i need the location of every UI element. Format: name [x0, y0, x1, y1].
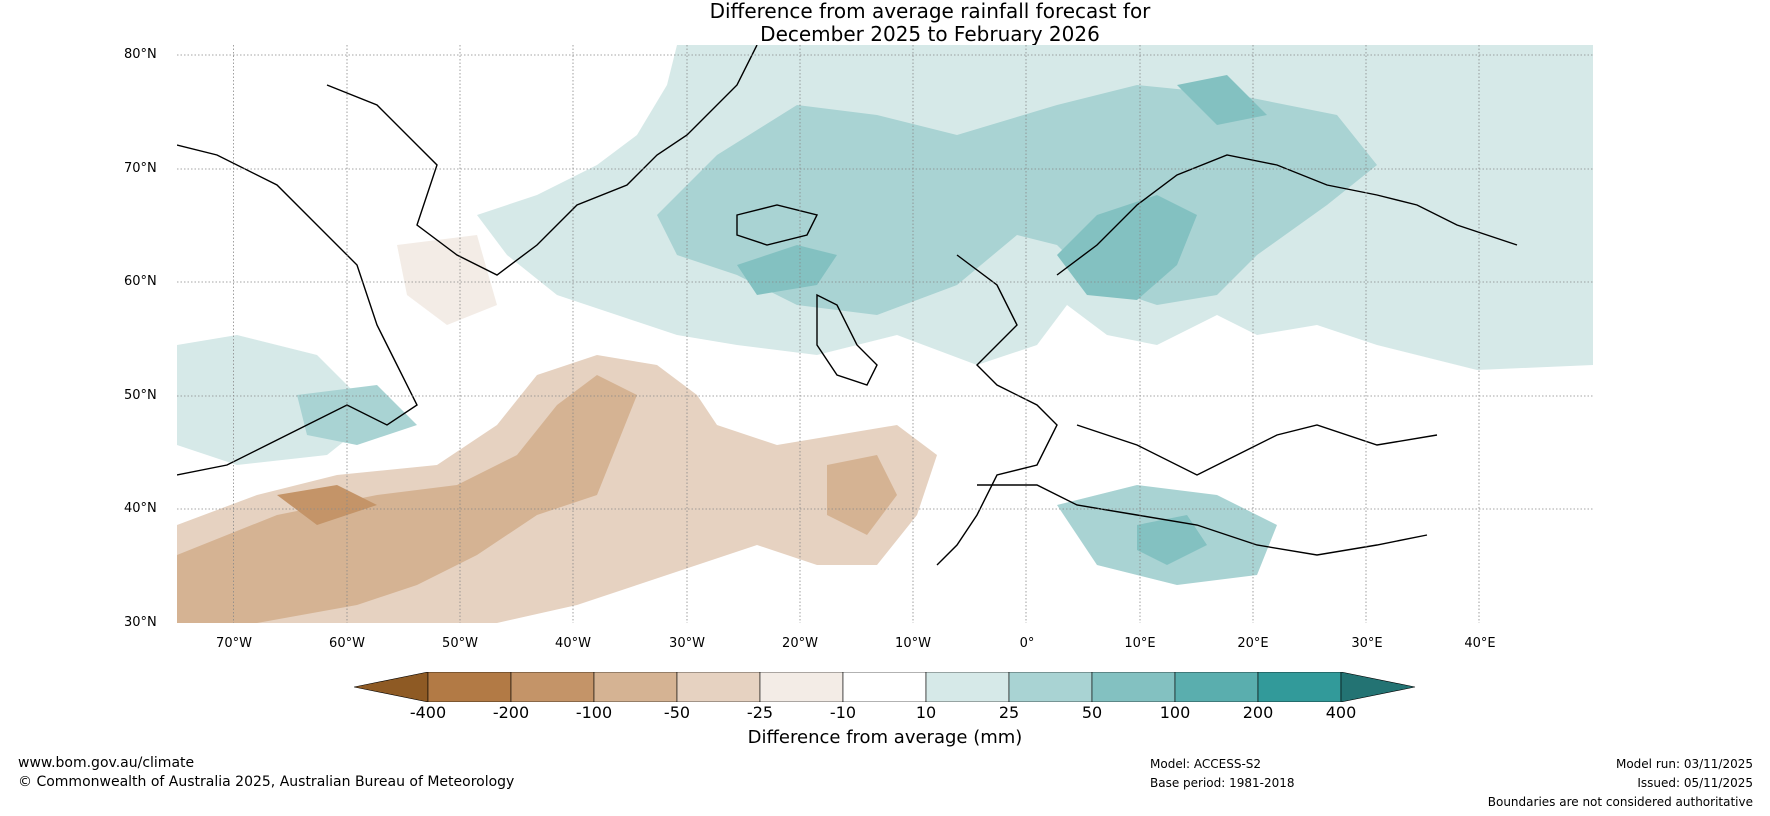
colorbar-segment: [427, 672, 512, 702]
north-africa-coast: [977, 484, 1428, 556]
wet-anomaly-newfoundland: [297, 385, 417, 445]
base-period-text: Base period: 1981-2018: [1150, 776, 1295, 790]
forecast-map: [177, 45, 1593, 623]
lat-label-40n: 40°N: [124, 501, 157, 516]
grid-lines: [177, 45, 1593, 623]
disclaimer-text: Boundaries are not considered authoritat…: [1487, 795, 1753, 809]
colorbar-segment: [1257, 672, 1342, 702]
map-title: Difference from average rainfall forecas…: [0, 0, 1770, 46]
scandinavia-coast: [1056, 154, 1518, 276]
wet-anomaly-svalbard: [1177, 75, 1267, 125]
colorbar-segment: [1008, 672, 1093, 702]
colorbar-extend-high: [1340, 672, 1416, 702]
greenland-coast: [326, 45, 758, 276]
lon-label-40w: 40°W: [555, 636, 591, 651]
lat-label-70n: 70°N: [124, 161, 157, 176]
wet-anomaly-mediterranean-core: [1137, 515, 1207, 565]
colorbar: [354, 672, 1416, 702]
west-europe-coast: [936, 254, 1058, 566]
lon-label-10e: 10°E: [1124, 636, 1156, 651]
colorbar-segment: [842, 672, 927, 702]
colorbar-tick-label: 50: [1081, 703, 1103, 722]
coastlines: [177, 45, 1518, 566]
british-isles-coast: [816, 293, 878, 386]
website-link[interactable]: www.bom.gov.au/climate: [18, 755, 195, 771]
colorbar-tick-label: 400: [1325, 703, 1357, 722]
lon-label-70w: 70°W: [216, 636, 252, 651]
colorbar-tick-label: -10: [829, 703, 857, 722]
lat-label-50n: 50°N: [124, 388, 157, 403]
lon-label-50w: 50°W: [442, 636, 478, 651]
lon-label-30e: 30°E: [1351, 636, 1383, 651]
title-line-2: December 2025 to February 2026: [760, 22, 1100, 46]
model-run-text: Model run: 03/11/2025: [1615, 757, 1753, 771]
lon-label-20w: 20°W: [782, 636, 818, 651]
colorbar-tick-label: 25: [998, 703, 1020, 722]
colorbar-extend-low: [354, 672, 429, 702]
wet-anomaly-iceland: [737, 245, 837, 295]
map-svg: [177, 45, 1593, 623]
colorbar-segment: [759, 672, 844, 702]
colorbar-segment: [593, 672, 678, 702]
colorbar-tick-label: -25: [746, 703, 774, 722]
lon-label-20e: 20°E: [1237, 636, 1269, 651]
lon-label-40e: 40°E: [1464, 636, 1496, 651]
colorbar-segment: [676, 672, 761, 702]
colorbar-tick-label: -50: [663, 703, 691, 722]
colorbar-segment: [925, 672, 1010, 702]
lat-label-30n: 30°N: [124, 615, 157, 630]
colorbar-tick-label: -400: [409, 703, 447, 722]
lon-label-60w: 60°W: [329, 636, 365, 651]
colorbar-segment: [510, 672, 595, 702]
south-europe-coast: [1076, 424, 1438, 476]
dry-anomaly-atlantic-strong: [177, 375, 637, 623]
dry-anomaly-iberia: [827, 455, 897, 535]
colorbar-tick-label: 200: [1242, 703, 1274, 722]
copyright-text: © Commonwealth of Australia 2025, Austra…: [18, 774, 515, 790]
colorbar-tick-label: -200: [492, 703, 530, 722]
lat-label-60n: 60°N: [124, 274, 157, 289]
colorbar-label: Difference from average (mm): [747, 727, 1023, 748]
colorbar-segment: [1091, 672, 1176, 702]
lon-label-10w: 10°W: [895, 636, 931, 651]
colorbar-tick-label: -100: [575, 703, 613, 722]
title-line-1: Difference from average rainfall forecas…: [709, 0, 1151, 23]
iceland-coast: [736, 204, 819, 246]
colorbar-tick-label: 10: [915, 703, 937, 722]
lat-label-80n: 80°N: [124, 47, 157, 62]
dry-anomaly-greenland: [397, 235, 497, 325]
wet-anomaly-atlantic: [657, 85, 1377, 315]
dry-anomaly-core: [277, 485, 377, 525]
model-text: Model: ACCESS-S2: [1150, 757, 1262, 771]
issued-text: Issued: 05/11/2025: [1637, 776, 1753, 790]
colorbar-segment: [1174, 672, 1259, 702]
colorbar-tick-label: 100: [1159, 703, 1191, 722]
lon-label-30w: 30°W: [669, 636, 705, 651]
wet-anomaly-norway: [1057, 195, 1197, 300]
north-america-coast: [177, 144, 418, 476]
lon-label-0: 0°: [1019, 636, 1035, 651]
